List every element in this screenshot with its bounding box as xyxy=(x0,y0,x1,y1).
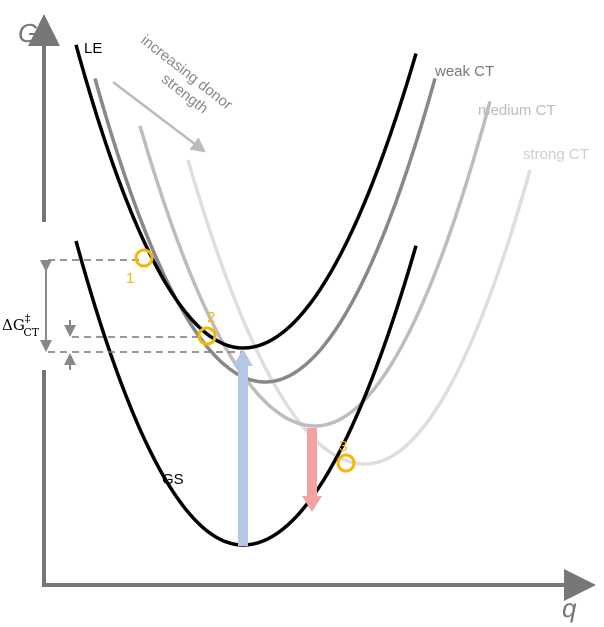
crossing-2: 2 xyxy=(197,309,217,346)
crossing-2-label: 2 xyxy=(207,309,215,326)
y-axis-label: G xyxy=(18,18,38,48)
curve-strong xyxy=(186,159,532,466)
crossing-3: 3 xyxy=(336,438,356,473)
barrier-label: ΔG‡ CT xyxy=(2,312,40,339)
barrier-superscript: ‡ xyxy=(25,312,31,325)
barrier-subscript: CT xyxy=(23,326,39,339)
label-strong-ct: strong CT xyxy=(523,146,589,163)
potential-curves xyxy=(74,44,532,547)
curve-le xyxy=(74,44,418,350)
curve-medium xyxy=(138,100,492,428)
absorption-arrow xyxy=(233,349,253,546)
crossing-3-label: 3 xyxy=(339,438,347,455)
crossing-1: 1 xyxy=(126,248,154,287)
label-GS: GS xyxy=(162,471,184,488)
label-LE: LE xyxy=(84,40,102,57)
label-medium-ct: medium CT xyxy=(478,102,556,119)
label-weak-ct: weak CT xyxy=(434,63,494,80)
barrier-symbol: ΔG xyxy=(2,316,25,334)
emission-arrow xyxy=(302,428,322,512)
x-axis-label: q xyxy=(562,593,577,623)
curve-weak xyxy=(93,78,437,384)
donor-strength-label: increasing donor strength xyxy=(138,32,236,118)
crossing-1-label: 1 xyxy=(126,270,134,287)
donor-strength-arrow xyxy=(112,81,206,153)
